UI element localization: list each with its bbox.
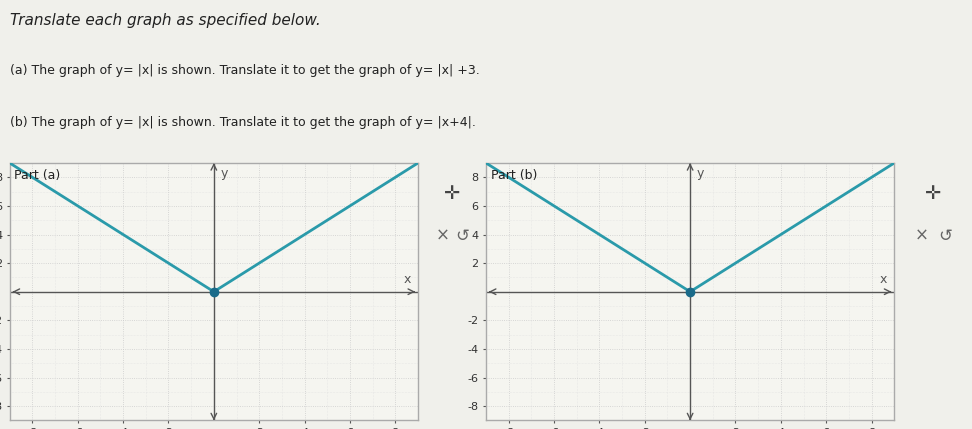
Text: ↺: ↺ bbox=[938, 227, 952, 245]
Text: y: y bbox=[697, 167, 705, 180]
Text: y: y bbox=[221, 167, 228, 180]
Text: ↺: ↺ bbox=[455, 227, 469, 245]
Text: ×: × bbox=[915, 227, 928, 245]
Text: (b) The graph of y= |x| is shown. Translate it to get the graph of y= |x+4|.: (b) The graph of y= |x| is shown. Transl… bbox=[10, 116, 475, 129]
Text: ✛: ✛ bbox=[925, 184, 941, 202]
Text: Part (b): Part (b) bbox=[491, 169, 537, 182]
Text: Translate each graph as specified below.: Translate each graph as specified below. bbox=[10, 13, 321, 28]
Text: x: x bbox=[403, 273, 411, 286]
Text: ×: × bbox=[435, 227, 449, 245]
Text: ✛: ✛ bbox=[444, 184, 460, 202]
Text: Part (a): Part (a) bbox=[15, 169, 60, 182]
Text: (a) The graph of y= |x| is shown. Translate it to get the graph of y= |x| +3.: (a) The graph of y= |x| is shown. Transl… bbox=[10, 64, 479, 77]
Text: x: x bbox=[880, 273, 887, 286]
